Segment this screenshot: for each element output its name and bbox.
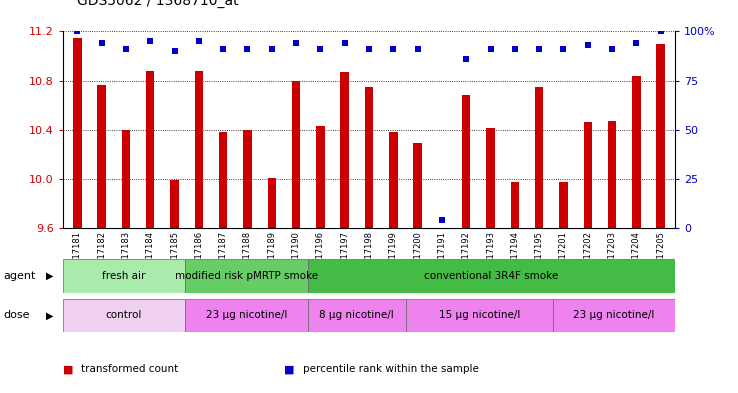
Bar — [292, 81, 300, 228]
Bar — [122, 130, 130, 228]
Text: modified risk pMRTP smoke: modified risk pMRTP smoke — [175, 271, 318, 281]
Point — [217, 46, 229, 52]
Point — [655, 28, 666, 35]
Bar — [632, 75, 641, 228]
Point — [387, 46, 399, 52]
Bar — [316, 126, 325, 228]
Point — [557, 46, 569, 52]
Point — [509, 46, 521, 52]
Point — [412, 46, 424, 52]
Text: GDS5062 / 1368710_at: GDS5062 / 1368710_at — [77, 0, 239, 8]
Point — [630, 40, 642, 46]
Bar — [511, 182, 519, 228]
Text: ■: ■ — [284, 364, 294, 375]
Bar — [406, 299, 553, 332]
Text: control: control — [106, 310, 142, 320]
Text: 15 μg nicotine/l: 15 μg nicotine/l — [438, 310, 520, 320]
Bar — [170, 180, 179, 228]
Bar — [553, 299, 675, 332]
Bar — [389, 132, 398, 228]
Bar — [656, 44, 665, 228]
Point — [145, 38, 156, 44]
Point — [363, 46, 375, 52]
Point — [96, 40, 108, 46]
Bar — [438, 228, 446, 231]
Bar — [340, 72, 349, 228]
Bar — [244, 130, 252, 228]
Text: ▶: ▶ — [46, 310, 54, 320]
Bar — [185, 259, 308, 293]
Bar — [97, 86, 106, 228]
Bar — [559, 182, 568, 228]
Point — [582, 42, 593, 48]
Text: ■: ■ — [63, 364, 73, 375]
Point — [339, 40, 351, 46]
Text: agent: agent — [4, 271, 36, 281]
Point — [120, 46, 132, 52]
Bar — [63, 259, 185, 293]
Bar — [308, 259, 675, 293]
Text: dose: dose — [4, 310, 30, 320]
Point — [266, 46, 277, 52]
Text: ▶: ▶ — [46, 271, 54, 281]
Point — [534, 46, 545, 52]
Bar — [219, 132, 227, 228]
Bar — [73, 38, 82, 228]
Bar — [63, 299, 185, 332]
Bar — [584, 122, 592, 228]
Point — [193, 38, 204, 44]
Point — [485, 46, 497, 52]
Point — [290, 40, 302, 46]
Bar — [486, 129, 494, 228]
Point — [169, 48, 181, 54]
Bar — [195, 71, 203, 228]
Point — [241, 46, 253, 52]
Point — [461, 56, 472, 62]
Text: transformed count: transformed count — [81, 364, 179, 375]
Bar — [462, 95, 471, 228]
Bar — [146, 71, 154, 228]
Text: conventional 3R4F smoke: conventional 3R4F smoke — [424, 271, 559, 281]
Point — [606, 46, 618, 52]
Bar — [365, 87, 373, 228]
Bar — [267, 178, 276, 228]
Text: fresh air: fresh air — [103, 271, 145, 281]
Point — [314, 46, 326, 52]
Bar — [308, 299, 406, 332]
Bar — [535, 87, 543, 228]
Text: percentile rank within the sample: percentile rank within the sample — [303, 364, 478, 375]
Bar — [608, 121, 616, 228]
Point — [72, 28, 83, 35]
Text: 23 μg nicotine/l: 23 μg nicotine/l — [206, 310, 287, 320]
Text: 8 μg nicotine/l: 8 μg nicotine/l — [320, 310, 394, 320]
Text: 23 μg nicotine/l: 23 μg nicotine/l — [573, 310, 655, 320]
Point — [436, 217, 448, 223]
Bar — [185, 299, 308, 332]
Bar — [413, 143, 422, 228]
